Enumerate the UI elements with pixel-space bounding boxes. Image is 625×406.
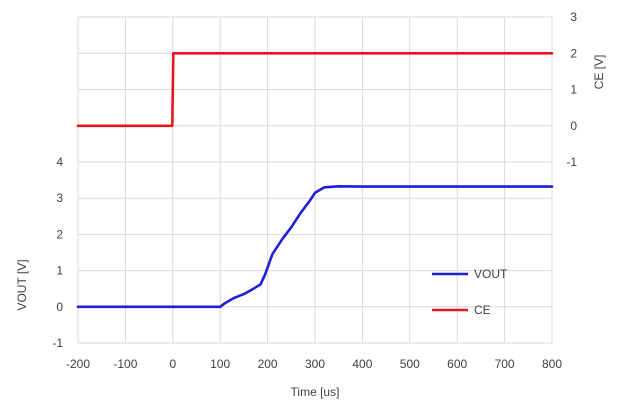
plot-border (77, 16, 553, 344)
y-left-tick-label: 4 (56, 155, 63, 169)
legend-label-vout: VOUT (474, 267, 508, 281)
series-layer (76, 52, 554, 309)
y-left-tick-label: 1 (56, 264, 63, 278)
x-tick-label: -200 (66, 357, 90, 371)
x-tick-label: -100 (113, 357, 137, 371)
x-tick-label: 500 (400, 357, 420, 371)
x-tick-label: 600 (447, 357, 467, 371)
y-right-tick-label: 1 (570, 83, 577, 97)
y-left-tick-label: 0 (56, 300, 63, 314)
y-axis-right-title: CE [V] (592, 55, 606, 90)
y-left-tick-label: 2 (56, 227, 63, 241)
y-right-tick-label: -1 (566, 155, 577, 169)
y-left-tick-label: -1 (52, 336, 63, 350)
ticks-layer: -200 -100 0 100 200 300 400 500 600 700 800 -1 0 1 2 3 4… (52, 10, 577, 371)
x-tick-label: 300 (305, 357, 325, 371)
legend-label-ce: CE (474, 303, 491, 317)
y-axis-left-title: VOUT [V] (15, 259, 29, 310)
x-tick-label: 0 (169, 357, 176, 371)
y-right-tick-label: 0 (570, 119, 577, 133)
x-axis-title: Time [us] (291, 385, 340, 399)
y-right-tick-label: 3 (570, 10, 577, 24)
legend: VOUT CE (432, 267, 508, 317)
grid (77, 16, 553, 344)
series-line-ce (76, 52, 554, 128)
y-left-tick-label: 3 (56, 191, 63, 205)
x-tick-label: 700 (495, 357, 515, 371)
x-tick-label: 100 (210, 357, 230, 371)
series-line-vout (76, 185, 554, 309)
x-tick-label: 400 (352, 357, 372, 371)
y-right-tick-label: 2 (570, 46, 577, 60)
x-tick-label: 200 (258, 357, 278, 371)
x-tick-label: 800 (542, 357, 562, 371)
plot-area-border (77, 16, 553, 344)
